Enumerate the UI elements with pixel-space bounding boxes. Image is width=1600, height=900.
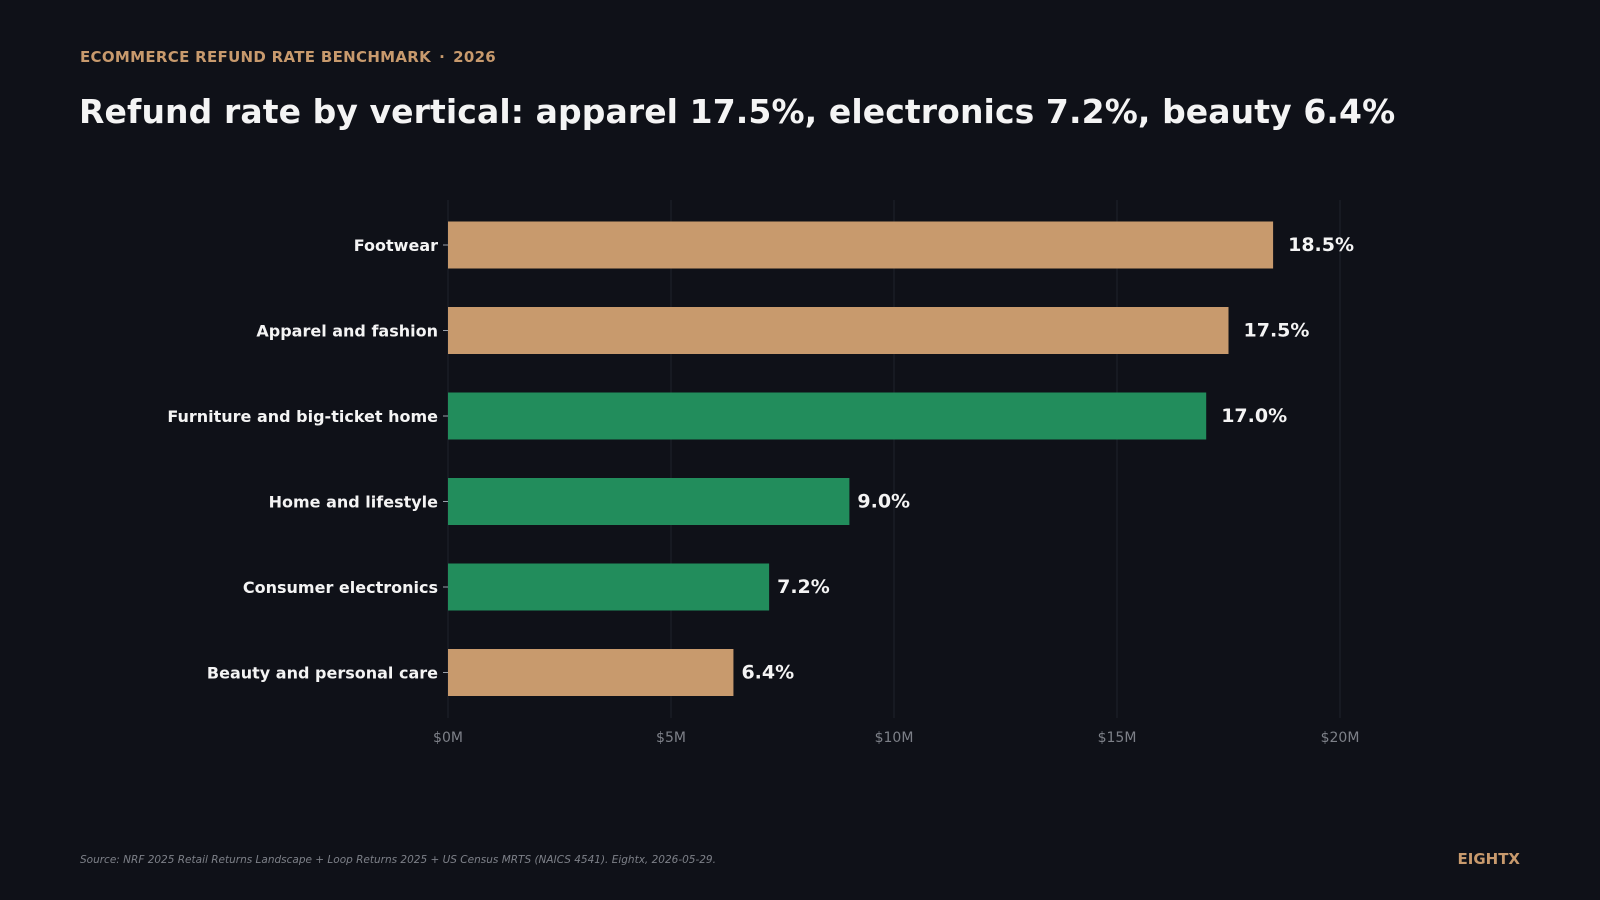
- category-label-5: Beauty and personal care: [207, 664, 438, 683]
- x-tick-label-3: $15M: [1098, 730, 1137, 746]
- kicker-separator: ·: [439, 48, 446, 66]
- category-label-2: Furniture and big-ticket home: [167, 407, 438, 426]
- category-label-1: Apparel and fashion: [256, 322, 438, 341]
- bar-5: [448, 649, 734, 696]
- value-label-2: 17.0%: [1221, 405, 1287, 427]
- value-label-5: 6.4%: [741, 662, 794, 684]
- category-label-3: Home and lifestyle: [269, 493, 439, 512]
- bar-3: [448, 478, 850, 525]
- x-tick-label-4: $20M: [1321, 730, 1360, 746]
- bar-0: [448, 221, 1274, 269]
- x-tick-label-1: $5M: [656, 730, 686, 746]
- bar-2: [448, 392, 1207, 440]
- bar-1: [448, 307, 1229, 354]
- x-tick-label-0: $0M: [433, 730, 463, 746]
- bar-4: [448, 563, 770, 611]
- category-label-0: Footwear: [354, 236, 438, 255]
- brand-logo: EIGHTX: [1457, 850, 1521, 868]
- value-label-0: 18.5%: [1288, 234, 1354, 256]
- value-label-1: 17.5%: [1244, 320, 1310, 342]
- chart-kicker: ECOMMERCE REFUND RATE BENCHMARK · 2026: [80, 48, 496, 66]
- chart-title: Refund rate by vertical: apparel 17.5%, …: [79, 92, 1396, 131]
- kicker-label: ECOMMERCE REFUND RATE BENCHMARK: [80, 48, 432, 66]
- x-tick-label-2: $10M: [875, 730, 914, 746]
- value-label-3: 9.0%: [857, 491, 910, 513]
- kicker-year: 2026: [453, 48, 497, 66]
- value-label-4: 7.2%: [777, 576, 830, 598]
- category-label-4: Consumer electronics: [243, 578, 438, 597]
- source-note: Source: NRF 2025 Retail Returns Landscap…: [80, 854, 716, 866]
